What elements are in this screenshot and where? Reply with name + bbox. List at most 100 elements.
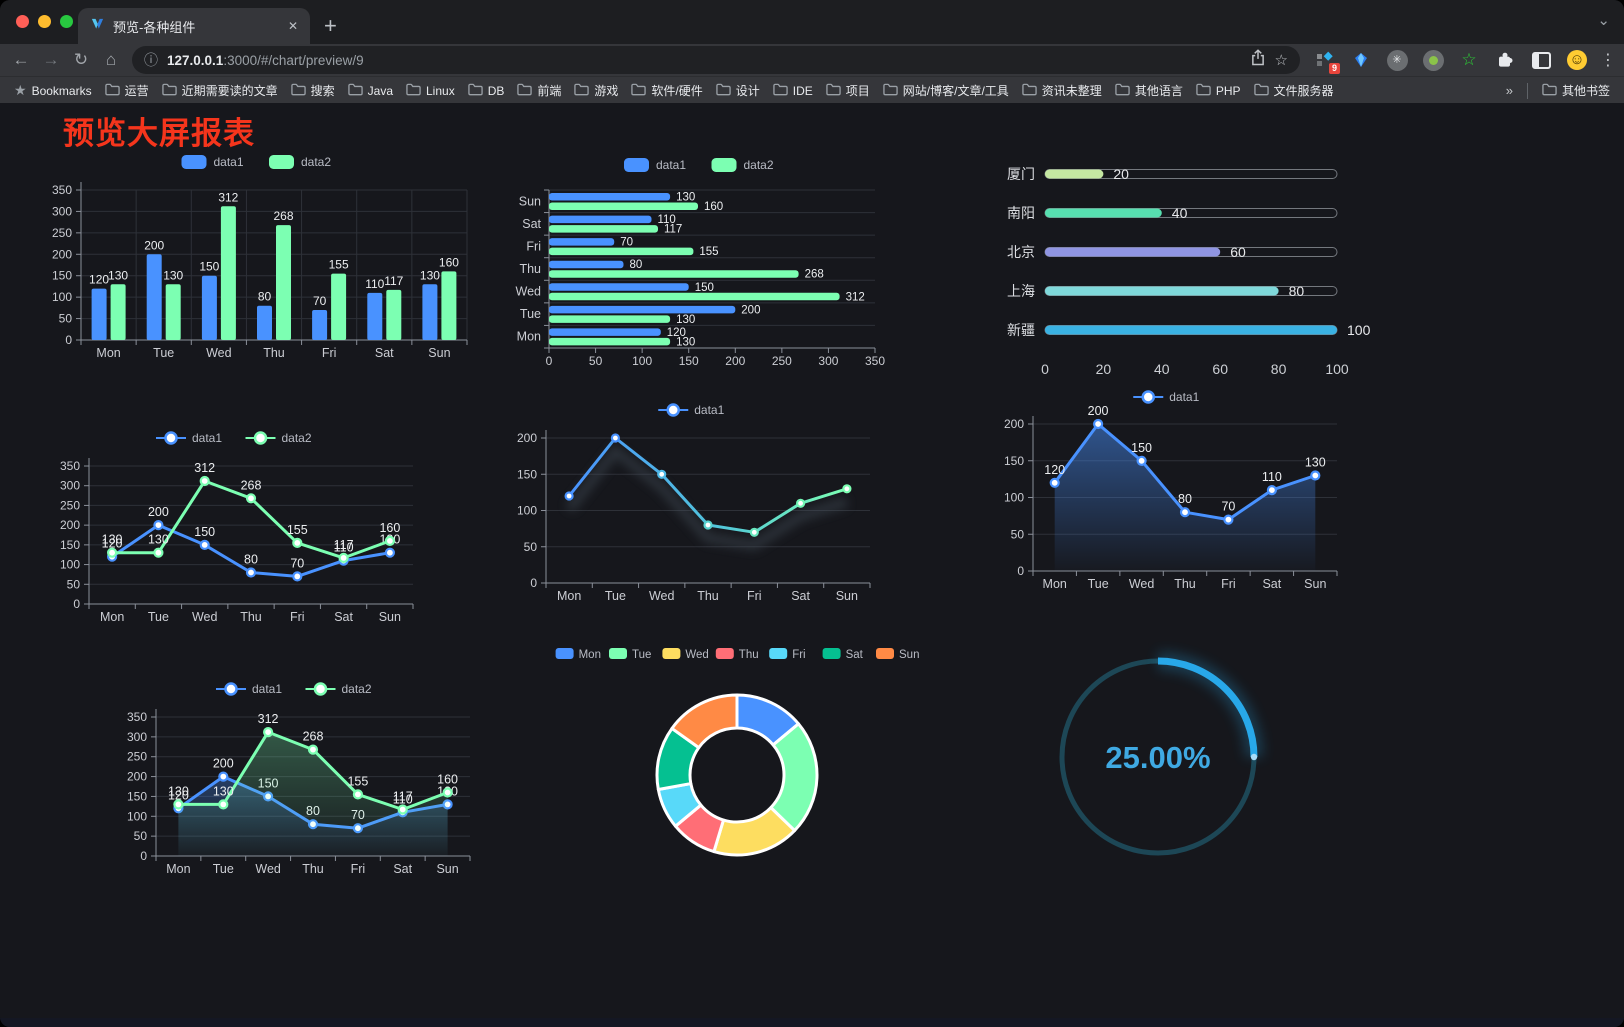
legend-item-data1[interactable]: data1 bbox=[1133, 390, 1200, 404]
progress-row-新疆[interactable]: 新疆 100 bbox=[1007, 322, 1371, 338]
svg-text:Sat: Sat bbox=[791, 589, 810, 603]
series-data1[interactable]: 120 200 150 80 70 110 130 bbox=[102, 505, 401, 582]
legend-item-Thu[interactable]: Thu bbox=[715, 648, 759, 661]
new-tab-button[interactable]: + bbox=[324, 13, 337, 38]
legend-item-Mon[interactable]: Mon bbox=[555, 648, 601, 661]
close-window-button[interactable] bbox=[16, 15, 29, 28]
forward-button[interactable]: → bbox=[42, 50, 60, 69]
profile-avatar-emoji[interactable]: ☺ bbox=[1566, 49, 1588, 71]
legend-item-data2[interactable]: data2 bbox=[711, 158, 774, 172]
extension-pixel-grid-icon[interactable]: 9 bbox=[1314, 49, 1340, 74]
legend-item-data1[interactable]: data1 bbox=[216, 682, 282, 696]
side-panel-icon[interactable] bbox=[1530, 49, 1552, 71]
extension-gem-icon[interactable] bbox=[1350, 49, 1372, 71]
legend-item-data2[interactable]: data2 bbox=[305, 682, 372, 696]
bar-row-Wed[interactable]: 150 312 bbox=[549, 282, 865, 304]
browser-menu-icon[interactable]: ⋮ bbox=[1600, 52, 1616, 69]
series-data1[interactable]: 120 200 150 80 70 110 130 bbox=[89, 238, 440, 340]
bookmark-page-star-icon[interactable]: ☆ bbox=[1274, 52, 1288, 69]
bookmarks-manager[interactable]: ★ Bookmarks bbox=[14, 82, 92, 98]
dual-line-chart[interactable]: data1 data2 0 50 100 150 200 250 300 350 Mon Tue Wed… bbox=[45, 418, 430, 646]
bar-row-Tue[interactable]: 200 130 bbox=[549, 304, 760, 326]
legend-item-Sun[interactable]: Sun bbox=[876, 648, 919, 661]
bar-row-Fri[interactable]: 70 155 bbox=[549, 237, 719, 259]
bookmark-folder[interactable]: PHP bbox=[1196, 83, 1241, 99]
dual-area-line-chart[interactable]: data1 data2 0 50 100 150 200 250 300 350 Mon Tue Wed… bbox=[110, 670, 485, 898]
bookmark-folder[interactable]: 资讯未整理 bbox=[1022, 82, 1102, 99]
svg-text:Thu: Thu bbox=[263, 346, 285, 360]
minimize-window-button[interactable] bbox=[38, 15, 51, 28]
horizontal-bar-chart[interactable]: data1 data2 0 50 100 150 200 250 300 350 Sun 130 160… bbox=[505, 148, 900, 373]
svg-text:Thu: Thu bbox=[697, 589, 719, 603]
bookmark-folder[interactable]: Linux bbox=[406, 83, 455, 99]
progress-row-厦门[interactable]: 厦门 20 bbox=[1007, 166, 1338, 182]
reload-button[interactable]: ↻ bbox=[73, 50, 89, 69]
bookmark-folder[interactable]: 近期需要读的文章 bbox=[161, 82, 278, 99]
zoom-window-button[interactable] bbox=[60, 15, 73, 28]
browser-tab[interactable]: 预览-各种组件 ✕ bbox=[78, 8, 310, 44]
share-icon[interactable] bbox=[1251, 49, 1265, 71]
legend-item-data1[interactable]: data1 bbox=[181, 155, 244, 169]
pie-slice-Sun[interactable] bbox=[670, 693, 739, 750]
bookmark-folder[interactable]: 游戏 bbox=[574, 82, 618, 99]
bookmark-folder[interactable]: 软件/硬件 bbox=[631, 82, 703, 99]
progress-row-南阳[interactable]: 南阳 40 bbox=[1007, 205, 1338, 221]
home-button[interactable]: ⌂ bbox=[105, 50, 117, 69]
svg-text:100: 100 bbox=[60, 558, 80, 572]
legend-item-data1[interactable]: data1 bbox=[658, 403, 725, 417]
series-data2[interactable]: 130 130 312 268 155 117 160 bbox=[102, 461, 401, 563]
other-bookmarks-folder[interactable]: 其他书签 bbox=[1542, 82, 1610, 99]
svg-text:200: 200 bbox=[144, 238, 164, 252]
series-data1[interactable] bbox=[564, 433, 852, 551]
tab-close-icon[interactable]: ✕ bbox=[287, 19, 298, 33]
legend-item-data2[interactable]: data2 bbox=[269, 155, 331, 169]
tabstrip-chevron-icon[interactable]: ⌄ bbox=[1597, 12, 1610, 29]
legend-item-data1[interactable]: data1 bbox=[624, 158, 686, 172]
bookmark-folder[interactable]: 运营 bbox=[104, 82, 149, 99]
legend-item-Tue[interactable]: Tue bbox=[609, 648, 651, 661]
donut-pie-chart[interactable]: Mon Tue Wed Thu Fri Sat Sun bbox=[550, 638, 925, 883]
gradient-line-chart[interactable]: data1 0 50 100 150 200 Mon Tue Wed Thu Fri Sat Sun bbox=[500, 393, 890, 615]
extension-green-star-icon[interactable]: ☆ bbox=[1461, 50, 1477, 69]
svg-text:Sun: Sun bbox=[428, 346, 450, 360]
area-line-chart[interactable]: data1 0 50 100 150 200 Mon Tue Wed Thu Fri Sat Sun 12… bbox=[985, 383, 1355, 601]
bookmark-folder[interactable]: Java bbox=[347, 83, 393, 99]
svg-text:200: 200 bbox=[1088, 404, 1109, 418]
extensions-puzzle-icon[interactable] bbox=[1494, 49, 1516, 71]
legend-item-data1[interactable]: data1 bbox=[156, 431, 222, 445]
svg-text:120: 120 bbox=[102, 537, 123, 551]
bookmark-folder[interactable]: 搜索 bbox=[290, 82, 335, 99]
back-button[interactable]: ← bbox=[12, 50, 30, 69]
url-bar[interactable]: ⓘ 127.0.0.1:3000/#/chart/preview/9 ☆ bbox=[132, 46, 1300, 74]
grouped-bar-chart[interactable]: data1 data2 0 50 100 150 200 250 300 350 Mon Tue Wed… bbox=[35, 140, 485, 385]
bookmark-folder[interactable]: DB bbox=[467, 83, 504, 99]
series-data1[interactable]: 120 200 150 80 70 110 130 bbox=[1044, 404, 1326, 571]
legend-item-Fri[interactable]: Fri bbox=[769, 648, 806, 661]
progress-bar-chart[interactable]: 厦门 20 南阳 40 北京 60 上海 80 新疆 100 0 20 40 60 80 100 bbox=[985, 150, 1395, 390]
bookmark-folder[interactable]: IDE bbox=[773, 83, 813, 99]
legend-item-data2[interactable]: data2 bbox=[245, 431, 312, 445]
bar-row-Sun[interactable]: 130 160 bbox=[549, 192, 723, 214]
bookmark-folder[interactable]: 网站/博客/文章/工具 bbox=[883, 82, 1009, 99]
svg-text:70: 70 bbox=[290, 556, 304, 570]
bookmark-folder[interactable]: 其他语言 bbox=[1115, 82, 1183, 99]
bookmark-folder[interactable]: 设计 bbox=[716, 82, 760, 99]
svg-text:Thu: Thu bbox=[739, 649, 759, 661]
bookmark-folder[interactable]: 项目 bbox=[826, 82, 870, 99]
gauge-chart[interactable]: 25.00% bbox=[1040, 640, 1280, 875]
bookmark-folder[interactable]: 文件服务器 bbox=[1253, 82, 1334, 99]
legend-item-Sat[interactable]: Sat bbox=[822, 648, 864, 661]
bookmark-folder[interactable]: 前端 bbox=[517, 82, 561, 99]
site-info-icon[interactable]: ⓘ bbox=[144, 52, 158, 68]
progress-row-北京[interactable]: 北京 60 bbox=[1007, 244, 1338, 260]
bar-row-Thu[interactable]: 80 268 bbox=[549, 259, 824, 281]
legend-item-Wed[interactable]: Wed bbox=[662, 648, 709, 661]
extension-record-icon[interactable] bbox=[1422, 49, 1444, 71]
bookmarks-overflow-chevron[interactable]: » bbox=[1505, 83, 1513, 98]
progress-row-上海[interactable]: 上海 80 bbox=[1007, 283, 1338, 299]
series-data2[interactable]: 130 130 312 268 155 117 160 bbox=[108, 190, 459, 340]
extension-command-icon[interactable]: ✳ bbox=[1386, 49, 1408, 71]
series-data2[interactable]: 130 130 312 268 155 117 160 bbox=[168, 712, 458, 856]
